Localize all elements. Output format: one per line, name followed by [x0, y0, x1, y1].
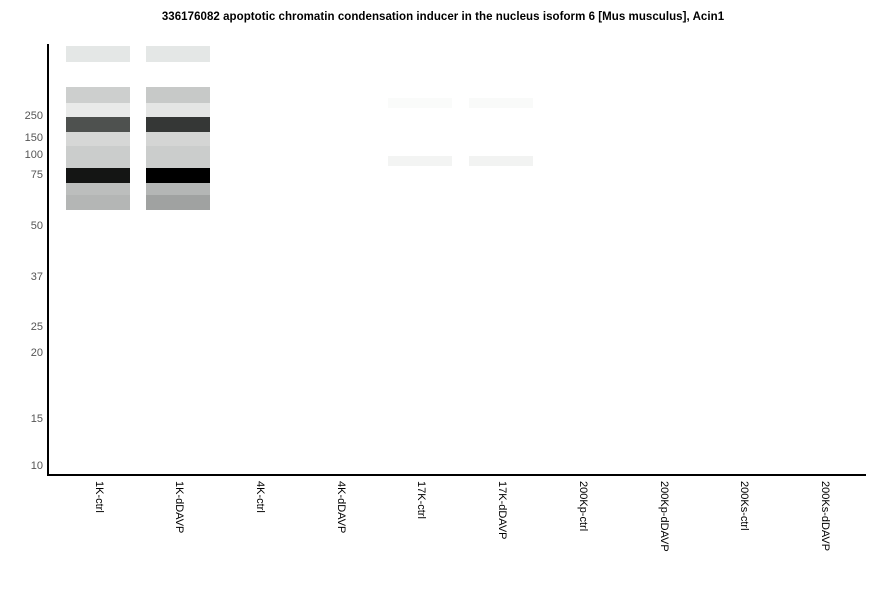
- y-axis-tick-label: 10: [30, 460, 43, 472]
- lane-1k-ctrl[interactable]: [66, 44, 130, 475]
- band: [66, 146, 130, 168]
- x-axis-tick-label: 4K-dDAVP: [334, 481, 347, 534]
- band: [469, 98, 533, 108]
- y-axis-tick-label: 20: [30, 347, 43, 359]
- x-axis-tick-label: 1K-ctrl: [92, 481, 105, 513]
- x-axis-tick-label: 200Ks-ctrl: [737, 481, 750, 531]
- band: [146, 117, 210, 132]
- y-axis-line: [47, 44, 49, 476]
- x-axis-tick-label: 200Kp-dDAVP: [657, 481, 670, 552]
- band: [146, 87, 210, 103]
- band: [146, 195, 210, 210]
- lane-17k-ddavp[interactable]: [469, 44, 533, 475]
- x-axis-tick-label: 17K-ctrl: [414, 481, 427, 519]
- x-axis-tick-label: 4K-ctrl: [253, 481, 266, 513]
- y-axis-tick-label: 100: [24, 149, 43, 161]
- x-axis-tick-label: 1K-dDAVP: [172, 481, 185, 534]
- y-axis-tick-label: 25: [30, 321, 43, 333]
- lane-4k-ddavp[interactable]: [308, 44, 372, 475]
- lane-200kp-ctrl[interactable]: [550, 44, 614, 475]
- band: [66, 117, 130, 132]
- lane-17k-ctrl[interactable]: [388, 44, 452, 475]
- band: [388, 98, 452, 108]
- y-axis-tick-label: 50: [30, 220, 43, 232]
- band: [146, 103, 210, 117]
- y-axis-tick-label: 15: [30, 413, 43, 425]
- lane-4k-ctrl[interactable]: [227, 44, 291, 475]
- lane-1k-ddavp[interactable]: [146, 44, 210, 475]
- page-title: 336176082 apoptotic chromatin condensati…: [161, 11, 725, 23]
- band: [146, 183, 210, 195]
- band: [66, 195, 130, 210]
- band: [388, 156, 452, 166]
- band: [469, 156, 533, 166]
- band: [66, 87, 130, 103]
- band: [146, 168, 210, 183]
- lane-200ks-ctrl[interactable]: [711, 44, 775, 475]
- band: [66, 103, 130, 117]
- y-axis-tick-label: 75: [30, 169, 43, 181]
- band: [66, 46, 130, 62]
- lane-200kp-ddavp[interactable]: [631, 44, 695, 475]
- band: [146, 132, 210, 146]
- band: [66, 183, 130, 195]
- lane-plot-area: [47, 44, 866, 475]
- band: [66, 168, 130, 183]
- y-axis-tick-label: 250: [24, 110, 43, 122]
- x-axis-tick-label: 17K-dDAVP: [495, 481, 508, 540]
- band: [66, 132, 130, 146]
- x-axis-line: [47, 474, 866, 476]
- lane-200ks-ddavp[interactable]: [792, 44, 856, 475]
- band: [146, 146, 210, 168]
- x-axis-tick-label: 200Kp-ctrl: [576, 481, 589, 532]
- band: [146, 46, 210, 62]
- y-axis-tick-label: 37: [30, 271, 43, 283]
- x-axis-tick-label: 200Ks-dDAVP: [818, 481, 831, 552]
- y-axis-tick-label: 150: [24, 132, 43, 144]
